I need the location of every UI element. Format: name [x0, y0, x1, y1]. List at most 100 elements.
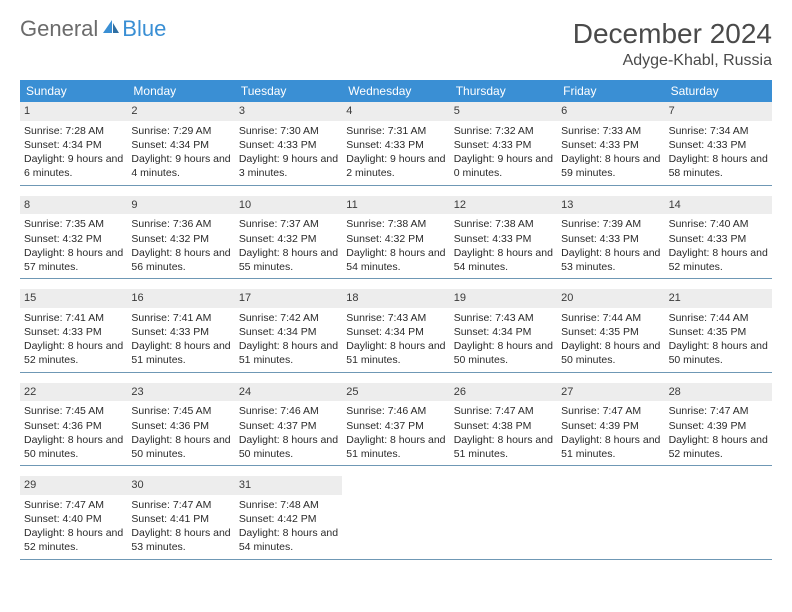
sunrise-line: Sunrise: 7:29 AM: [131, 124, 230, 138]
week-row: 15Sunrise: 7:41 AMSunset: 4:33 PMDayligh…: [20, 289, 772, 373]
day-number: 4: [342, 102, 449, 121]
sunset-line: Sunset: 4:32 PM: [239, 232, 338, 246]
sunset-line: Sunset: 4:42 PM: [239, 512, 338, 526]
sunset-line: Sunset: 4:33 PM: [669, 232, 768, 246]
day-number: 27: [557, 383, 664, 402]
weeks-container: 1Sunrise: 7:28 AMSunset: 4:34 PMDaylight…: [20, 102, 772, 560]
daylight-line: Daylight: 8 hours and 59 minutes.: [561, 152, 660, 180]
daylight-line: Daylight: 8 hours and 52 minutes.: [669, 246, 768, 274]
day-number: 28: [665, 383, 772, 402]
sunrise-line: Sunrise: 7:38 AM: [454, 217, 553, 231]
sunset-line: Sunset: 4:33 PM: [454, 232, 553, 246]
sunrise-line: Sunrise: 7:47 AM: [561, 404, 660, 418]
sunrise-line: Sunrise: 7:43 AM: [346, 311, 445, 325]
day-number: 22: [20, 383, 127, 402]
sunset-line: Sunset: 4:41 PM: [131, 512, 230, 526]
daylight-line: Daylight: 9 hours and 0 minutes.: [454, 152, 553, 180]
day-cell: 19Sunrise: 7:43 AMSunset: 4:34 PMDayligh…: [450, 289, 557, 372]
day-number: 18: [342, 289, 449, 308]
day-cell: 22Sunrise: 7:45 AMSunset: 4:36 PMDayligh…: [20, 383, 127, 466]
daylight-line: Daylight: 9 hours and 3 minutes.: [239, 152, 338, 180]
day-number: 9: [127, 196, 234, 215]
sunset-line: Sunset: 4:32 PM: [131, 232, 230, 246]
week-row: 22Sunrise: 7:45 AMSunset: 4:36 PMDayligh…: [20, 383, 772, 467]
day-number: 29: [20, 476, 127, 495]
day-cell: 24Sunrise: 7:46 AMSunset: 4:37 PMDayligh…: [235, 383, 342, 466]
daylight-line: Daylight: 8 hours and 52 minutes.: [24, 339, 123, 367]
day-number: 1: [20, 102, 127, 121]
day-number: 8: [20, 196, 127, 215]
sunrise-line: Sunrise: 7:38 AM: [346, 217, 445, 231]
sunrise-line: Sunrise: 7:32 AM: [454, 124, 553, 138]
day-cell: 3Sunrise: 7:30 AMSunset: 4:33 PMDaylight…: [235, 102, 342, 185]
sunset-line: Sunset: 4:36 PM: [24, 419, 123, 433]
dow-monday: Monday: [127, 80, 234, 102]
day-cell: 13Sunrise: 7:39 AMSunset: 4:33 PMDayligh…: [557, 196, 664, 279]
sunset-line: Sunset: 4:37 PM: [239, 419, 338, 433]
sunset-line: Sunset: 4:35 PM: [561, 325, 660, 339]
sunrise-line: Sunrise: 7:47 AM: [131, 498, 230, 512]
day-cell: 8Sunrise: 7:35 AMSunset: 4:32 PMDaylight…: [20, 196, 127, 279]
sunrise-line: Sunrise: 7:44 AM: [669, 311, 768, 325]
day-cell: 4Sunrise: 7:31 AMSunset: 4:33 PMDaylight…: [342, 102, 449, 185]
daylight-line: Daylight: 8 hours and 51 minutes.: [346, 433, 445, 461]
dow-saturday: Saturday: [665, 80, 772, 102]
sunset-line: Sunset: 4:37 PM: [346, 419, 445, 433]
sunset-line: Sunset: 4:33 PM: [669, 138, 768, 152]
week-row: 29Sunrise: 7:47 AMSunset: 4:40 PMDayligh…: [20, 476, 772, 560]
day-cell: 16Sunrise: 7:41 AMSunset: 4:33 PMDayligh…: [127, 289, 234, 372]
daylight-line: Daylight: 8 hours and 52 minutes.: [24, 526, 123, 554]
day-cell: 27Sunrise: 7:47 AMSunset: 4:39 PMDayligh…: [557, 383, 664, 466]
daylight-line: Daylight: 8 hours and 50 minutes.: [239, 433, 338, 461]
daylight-line: Daylight: 8 hours and 54 minutes.: [454, 246, 553, 274]
sunrise-line: Sunrise: 7:47 AM: [669, 404, 768, 418]
day-cell: 11Sunrise: 7:38 AMSunset: 4:32 PMDayligh…: [342, 196, 449, 279]
day-cell: 18Sunrise: 7:43 AMSunset: 4:34 PMDayligh…: [342, 289, 449, 372]
daylight-line: Daylight: 8 hours and 50 minutes.: [669, 339, 768, 367]
sunrise-line: Sunrise: 7:42 AM: [239, 311, 338, 325]
day-cell: 10Sunrise: 7:37 AMSunset: 4:32 PMDayligh…: [235, 196, 342, 279]
day-number: 26: [450, 383, 557, 402]
daylight-line: Daylight: 8 hours and 53 minutes.: [131, 526, 230, 554]
brand-part2: Blue: [122, 18, 166, 40]
daylight-line: Daylight: 8 hours and 52 minutes.: [669, 433, 768, 461]
day-number: 3: [235, 102, 342, 121]
daylight-line: Daylight: 8 hours and 56 minutes.: [131, 246, 230, 274]
week-row: 8Sunrise: 7:35 AMSunset: 4:32 PMDaylight…: [20, 196, 772, 280]
brand-logo: General Blue: [20, 18, 166, 40]
daylight-line: Daylight: 9 hours and 2 minutes.: [346, 152, 445, 180]
day-cell: [342, 476, 449, 559]
daylight-line: Daylight: 8 hours and 50 minutes.: [561, 339, 660, 367]
day-number: 6: [557, 102, 664, 121]
day-cell: 6Sunrise: 7:33 AMSunset: 4:33 PMDaylight…: [557, 102, 664, 185]
day-cell: 25Sunrise: 7:46 AMSunset: 4:37 PMDayligh…: [342, 383, 449, 466]
daylight-line: Daylight: 8 hours and 51 minutes.: [239, 339, 338, 367]
day-cell: [557, 476, 664, 559]
sunset-line: Sunset: 4:39 PM: [669, 419, 768, 433]
sunrise-line: Sunrise: 7:46 AM: [346, 404, 445, 418]
day-cell: 29Sunrise: 7:47 AMSunset: 4:40 PMDayligh…: [20, 476, 127, 559]
day-number: 15: [20, 289, 127, 308]
sunset-line: Sunset: 4:33 PM: [454, 138, 553, 152]
day-number: 21: [665, 289, 772, 308]
daylight-line: Daylight: 8 hours and 50 minutes.: [131, 433, 230, 461]
day-number: 13: [557, 196, 664, 215]
sunrise-line: Sunrise: 7:31 AM: [346, 124, 445, 138]
sunset-line: Sunset: 4:32 PM: [346, 232, 445, 246]
day-number: 12: [450, 196, 557, 215]
sunrise-line: Sunrise: 7:33 AM: [561, 124, 660, 138]
dow-tuesday: Tuesday: [235, 80, 342, 102]
day-cell: 31Sunrise: 7:48 AMSunset: 4:42 PMDayligh…: [235, 476, 342, 559]
sunset-line: Sunset: 4:34 PM: [239, 325, 338, 339]
sunset-line: Sunset: 4:35 PM: [669, 325, 768, 339]
dow-friday: Friday: [557, 80, 664, 102]
month-title: December 2024: [573, 18, 772, 50]
daylight-line: Daylight: 8 hours and 55 minutes.: [239, 246, 338, 274]
sunrise-line: Sunrise: 7:36 AM: [131, 217, 230, 231]
day-cell: 17Sunrise: 7:42 AMSunset: 4:34 PMDayligh…: [235, 289, 342, 372]
header: General Blue December 2024 Adyge-Khabl, …: [20, 18, 772, 70]
day-cell: 30Sunrise: 7:47 AMSunset: 4:41 PMDayligh…: [127, 476, 234, 559]
day-cell: 20Sunrise: 7:44 AMSunset: 4:35 PMDayligh…: [557, 289, 664, 372]
sunrise-line: Sunrise: 7:34 AM: [669, 124, 768, 138]
daylight-line: Daylight: 8 hours and 53 minutes.: [561, 246, 660, 274]
